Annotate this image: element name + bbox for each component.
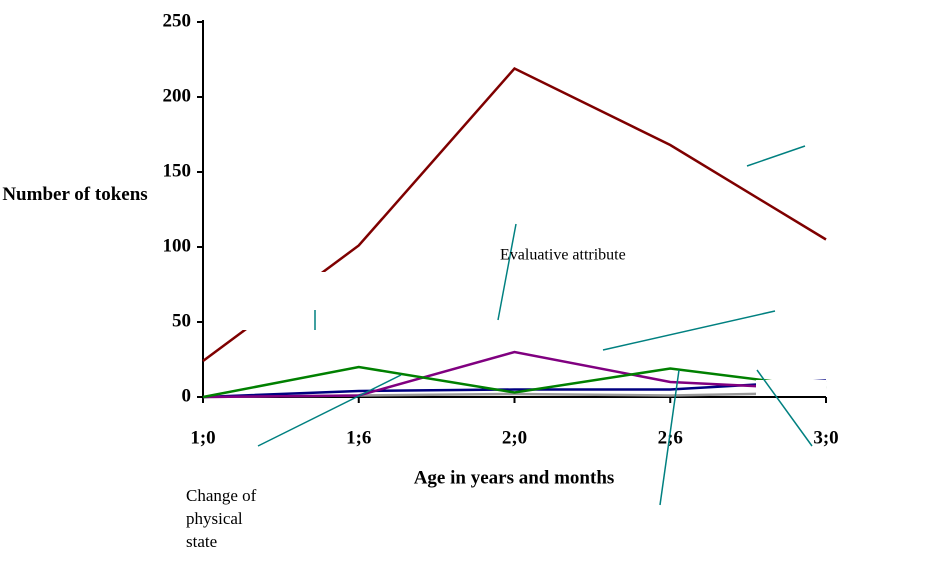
y-tick-label: 200: [163, 85, 192, 106]
x-tick-label: 2;6: [658, 427, 683, 448]
series-line: [202, 350, 827, 399]
x-tick-label: 1;0: [190, 427, 215, 448]
x-axis-title: Age in years and months: [414, 467, 615, 488]
x-tick-label: 2;0: [502, 427, 527, 448]
annotation: Change of physical state: [186, 486, 257, 551]
leader-lines: [257, 145, 813, 506]
y-tick-label: 0: [182, 385, 192, 406]
y-axis-title: Number of tokens: [2, 184, 148, 205]
y-tick-label: 50: [172, 310, 191, 331]
annotation: Evaluative attribute: [500, 247, 626, 264]
series-line: [202, 379, 827, 399]
x-tick-label: 1;6: [346, 427, 371, 448]
x-tick-label: 3;0: [813, 427, 838, 448]
y-tick-label: 150: [163, 160, 192, 181]
axes: 0 50 100 150 200 250 1;0 1;6 2;0 2;6 3;0: [163, 10, 839, 448]
leader-line: [746, 145, 806, 167]
leader-line: [602, 310, 776, 351]
leader-line: [756, 369, 813, 447]
leader-line: [659, 369, 680, 506]
annotation-box: Change of physical state: [186, 486, 257, 551]
leader-line: [257, 374, 402, 447]
y-tick-label: 250: [163, 10, 192, 31]
y-title-box: Number of tokens: [2, 184, 148, 205]
label-box: [240, 272, 330, 330]
leader-line: [497, 223, 517, 321]
y-tick-label: 100: [163, 235, 192, 256]
series-line: [202, 365, 827, 399]
